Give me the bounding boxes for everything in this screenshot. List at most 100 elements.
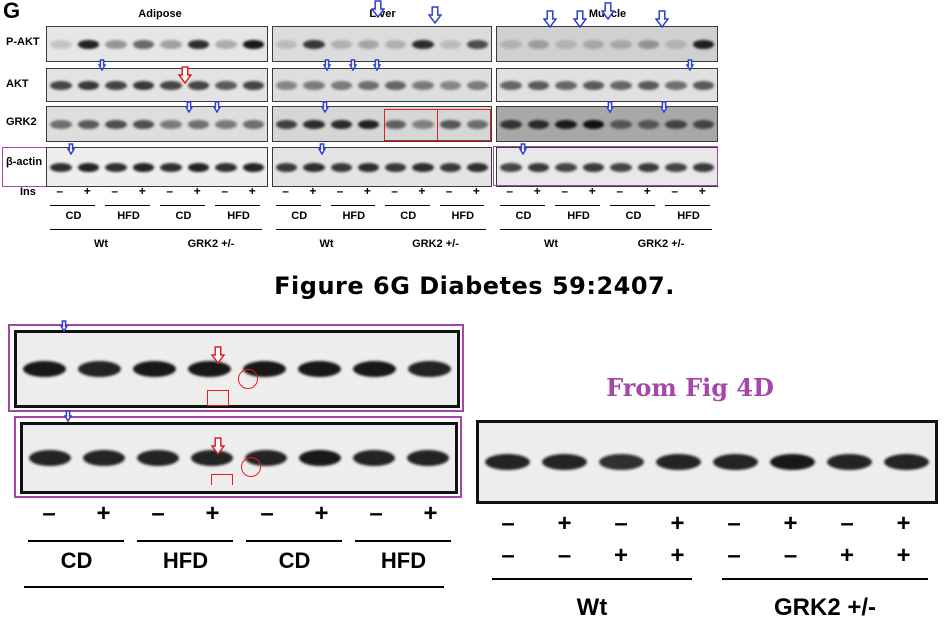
blot-strip: [496, 106, 718, 142]
blot-band: [385, 163, 407, 172]
down-arrow-icon: [64, 410, 72, 422]
down-arrow-icon: [655, 10, 669, 28]
blot-band: [242, 163, 264, 172]
blot-band: [665, 120, 687, 129]
circle-marker-icon: [238, 369, 258, 389]
ins-sign: –: [282, 184, 289, 198]
blot-band: [610, 81, 632, 90]
blot-band: [160, 163, 182, 172]
ins-sign: +: [314, 500, 329, 527]
down-arrow-icon: [321, 101, 329, 113]
blot-band: [713, 454, 758, 470]
blot-band: [527, 163, 549, 172]
source-figure-label: From Fig 4D: [606, 373, 774, 402]
group-underline: [105, 205, 150, 206]
blot-band: [439, 81, 461, 90]
blot-band: [408, 361, 451, 377]
blot-band: [330, 120, 352, 129]
blot-band: [298, 361, 341, 377]
rectangle-marker-icon: [207, 390, 229, 406]
blot-band: [276, 40, 298, 49]
blot-band: [132, 163, 154, 172]
blot-band: [466, 40, 488, 49]
down-arrow-icon: [428, 6, 442, 24]
blot-band: [50, 40, 72, 49]
group-underline: [610, 205, 655, 206]
down-arrow-icon: [211, 346, 225, 364]
genotype-label: Wt: [543, 238, 559, 250]
blot-band: [466, 163, 488, 172]
down-arrow-icon: [371, 0, 385, 18]
ins-sign: +: [423, 500, 438, 527]
down-arrow-icon: [601, 2, 615, 20]
blot-band: [385, 40, 407, 49]
genotype-label: GRK2 +/-: [187, 238, 235, 250]
blot-band: [78, 361, 121, 377]
blot-band: [692, 163, 714, 172]
ins-sign: +: [698, 184, 706, 198]
blot-band: [330, 163, 352, 172]
ins-sign: +: [193, 184, 201, 198]
ins-sign: +: [418, 184, 426, 198]
group-underline: [215, 205, 260, 206]
blot-strip: [272, 68, 492, 102]
blot-band: [439, 40, 461, 49]
enlarged-blot-frame-1: [8, 324, 464, 412]
blot-band: [160, 40, 182, 49]
blot-band: [276, 120, 298, 129]
ins-sign: +: [309, 184, 317, 198]
blot-band: [50, 81, 72, 90]
blot-band: [692, 40, 714, 49]
blot-band: [242, 120, 264, 129]
ins-sign: +: [96, 500, 111, 527]
ins-sign: –: [111, 184, 119, 198]
blot-band: [527, 40, 549, 49]
figure-4d-blot: [476, 420, 938, 504]
down-arrow-icon: [98, 59, 106, 71]
diet-group-label: CD: [60, 548, 93, 573]
diet-group-label: HFD: [677, 210, 700, 222]
down-arrow-icon: [318, 143, 326, 155]
group-underline: [276, 205, 321, 206]
blot-band: [500, 81, 522, 90]
blot-band: [77, 40, 99, 49]
rectangle-marker-icon: [437, 109, 491, 141]
genotype-label: Wt: [576, 594, 608, 621]
blot-strip: [46, 106, 268, 142]
blot-band: [770, 454, 815, 470]
rectangle-marker-icon: [384, 109, 438, 141]
down-arrow-icon: [185, 101, 193, 113]
blot-band: [582, 81, 604, 90]
blot-band: [610, 40, 632, 49]
blot-band: [412, 81, 434, 90]
ins-sign: –: [369, 500, 383, 527]
ins-sign: –: [391, 184, 398, 198]
treatment-sign-row1: –: [840, 510, 854, 537]
treatment-sign-row2: –: [501, 542, 515, 569]
blot-band: [137, 450, 179, 466]
blot-band: [439, 120, 461, 129]
blot-band: [500, 163, 522, 172]
blot-band: [412, 163, 434, 172]
down-arrow-icon: [543, 10, 557, 28]
group-underline: [28, 540, 124, 542]
group-underline: [330, 205, 375, 206]
ins-sign: +: [643, 184, 651, 198]
figure-caption: Figure 6G Diabetes 59:2407.: [274, 272, 675, 300]
blot-band: [215, 81, 237, 90]
group-underline: [137, 540, 233, 542]
blot-band: [637, 163, 659, 172]
down-arrow-icon: [211, 437, 225, 455]
blot-band: [187, 120, 209, 129]
blot-band: [485, 454, 530, 470]
row-label-beta-actin: β-actin: [6, 156, 43, 168]
rectangle-marker-icon: [211, 474, 233, 485]
treatment-sign-row1: –: [614, 510, 628, 537]
blot-band: [542, 454, 587, 470]
ins-sign: +: [248, 184, 256, 198]
diet-group-label: HFD: [380, 548, 427, 573]
treatment-sign-row1: +: [783, 510, 798, 537]
blot-band: [132, 81, 154, 90]
blot-band: [555, 40, 577, 49]
blot-band: [215, 120, 237, 129]
